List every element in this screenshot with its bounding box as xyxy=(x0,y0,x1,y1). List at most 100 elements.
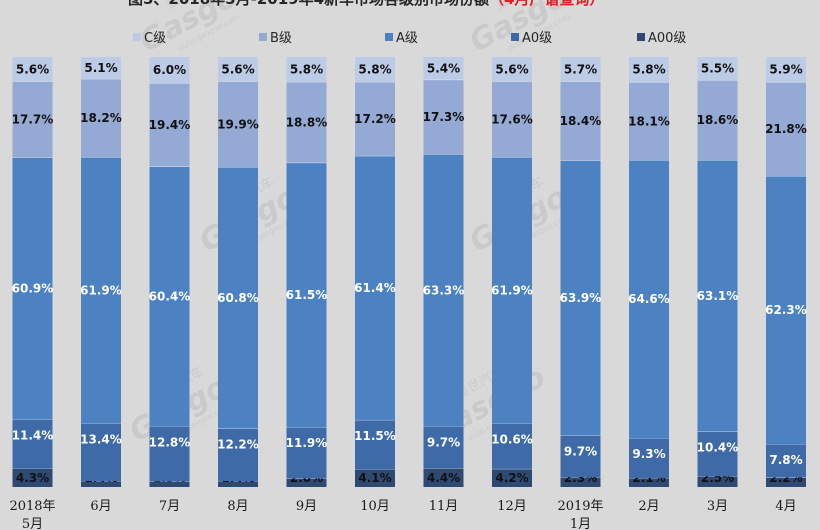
bar-segment xyxy=(629,437,669,478)
bar-segment xyxy=(766,176,806,445)
data-label: 5.8% xyxy=(632,63,665,77)
bar-segment xyxy=(629,82,669,161)
data-label: 4.1% xyxy=(358,471,391,485)
bar-segment xyxy=(81,423,121,481)
bar-segment xyxy=(492,81,532,158)
x-tick-label: 3月 xyxy=(707,499,728,514)
data-label: 19.9% xyxy=(217,117,259,131)
bar-segment xyxy=(423,154,464,427)
legend-swatch xyxy=(259,33,267,41)
bar-segment xyxy=(560,160,601,436)
bar-segment xyxy=(629,477,669,487)
data-label: 64.6% xyxy=(628,292,670,306)
data-label: 5.7% xyxy=(564,62,597,76)
bar-segment xyxy=(286,427,327,479)
data-label: 18.2% xyxy=(80,111,122,125)
data-label: 21.8% xyxy=(765,122,807,136)
bar-segment xyxy=(12,419,53,469)
bar-segment xyxy=(629,57,669,83)
bar-segment xyxy=(355,469,395,487)
legend-label: A级 xyxy=(396,31,418,46)
data-label: 6.0% xyxy=(153,63,186,77)
bar-segment xyxy=(766,57,806,83)
bar-segment xyxy=(629,160,669,438)
data-label: 60.4% xyxy=(149,290,191,304)
data-label: 62.3% xyxy=(765,303,807,317)
bar-segment xyxy=(492,157,532,424)
bar-segment xyxy=(81,157,121,424)
bar-segment xyxy=(286,81,327,163)
data-label: 5.1% xyxy=(84,61,117,75)
legend-swatch xyxy=(133,33,141,41)
bar-segment xyxy=(355,81,395,156)
legend-swatch xyxy=(511,33,519,41)
bar-segment xyxy=(81,57,121,79)
bar-segment xyxy=(218,57,258,82)
data-label: 10.4% xyxy=(697,441,739,455)
bar-segment xyxy=(697,476,738,487)
data-label: 12.8% xyxy=(149,435,191,449)
data-label: 5.4% xyxy=(427,61,460,75)
bar-segment xyxy=(355,155,395,420)
bar-segment xyxy=(766,444,806,478)
bar-column: 2.1%9.3%64.6%18.1%5.8% xyxy=(628,57,670,487)
data-label: 11.9% xyxy=(286,436,328,450)
bar-segment xyxy=(697,80,738,161)
legend-label: B级 xyxy=(270,31,292,46)
bar-segment xyxy=(766,477,806,487)
x-axis: 2018年 5月 6月 7月 8月 9月 10月 11月 12月 2019年 1月 2月 3月 4月 xyxy=(9,499,796,530)
data-label: 7.8% xyxy=(769,453,802,467)
legend-swatch xyxy=(385,33,393,41)
bar-segment xyxy=(492,423,532,469)
data-label: 5.6% xyxy=(16,62,49,76)
bar-column: 2.2%7.8%62.3%21.8%5.9% xyxy=(765,57,807,487)
x-tick-label: 9月 xyxy=(296,499,317,514)
data-label: 18.8% xyxy=(286,115,328,129)
bar-segment xyxy=(423,79,464,155)
bar-column: 1.4%13.4%61.9%18.2%5.1% xyxy=(80,57,122,487)
bar-segment xyxy=(286,478,327,487)
bar-column: 1.4%12.2%60.8%19.9%5.6% xyxy=(217,57,259,487)
legend-item: C级 xyxy=(133,31,166,46)
data-label: 17.3% xyxy=(423,110,465,124)
x-tick-label: 10月 xyxy=(360,499,390,514)
bar-column: 4.3% 11.4% 60.9% 17.7% 5.6% xyxy=(12,57,54,487)
x-tick-label: 2019年 xyxy=(557,499,603,514)
bar-segment xyxy=(355,57,395,82)
data-label: 12.2% xyxy=(217,438,259,452)
x-tick-label: 12月 xyxy=(497,499,527,514)
data-label: 5.8% xyxy=(290,62,323,76)
data-label: 5.6% xyxy=(221,62,254,76)
data-label: 63.1% xyxy=(697,289,739,303)
data-label: 18.1% xyxy=(628,114,670,128)
data-label: 9.3% xyxy=(632,447,665,461)
data-label: 60.9% xyxy=(12,282,54,296)
bar-segment xyxy=(149,57,190,84)
data-label: 61.9% xyxy=(491,283,533,297)
legend-item: A级 xyxy=(385,31,418,46)
legend-item: A0级 xyxy=(511,31,552,46)
bar-segment xyxy=(355,419,395,470)
data-label: 5.6% xyxy=(495,62,528,76)
legend-swatch xyxy=(637,33,645,41)
x-tick-label: 6月 xyxy=(90,499,111,514)
data-label: 60.8% xyxy=(217,291,259,305)
bar-segment xyxy=(560,81,601,161)
bar-segment xyxy=(218,480,258,487)
legend-label: C级 xyxy=(144,31,166,46)
bar-segment xyxy=(12,81,53,158)
bar-segment xyxy=(286,162,327,428)
bar-segment xyxy=(12,468,53,487)
bar-column: 4.2% 10.6% 61.9% 17.6% 5.6% xyxy=(491,57,533,487)
chart-title-highlight: （4月广谱查询） xyxy=(489,0,604,8)
x-tick-label: 11月 xyxy=(429,499,459,514)
data-label: 61.9% xyxy=(80,283,122,297)
data-label: 9.7% xyxy=(564,444,597,458)
data-label: 61.4% xyxy=(354,281,396,295)
data-label: 17.6% xyxy=(491,112,533,126)
bar-column: 4.1% 11.5% 61.4% 17.2% 5.8% xyxy=(354,57,396,487)
bars-layer: 4.3%11.4%60.9%17.7%5.6%1.4%13.4%61.9%18.… xyxy=(12,57,807,487)
legend-label: A0级 xyxy=(522,31,552,46)
